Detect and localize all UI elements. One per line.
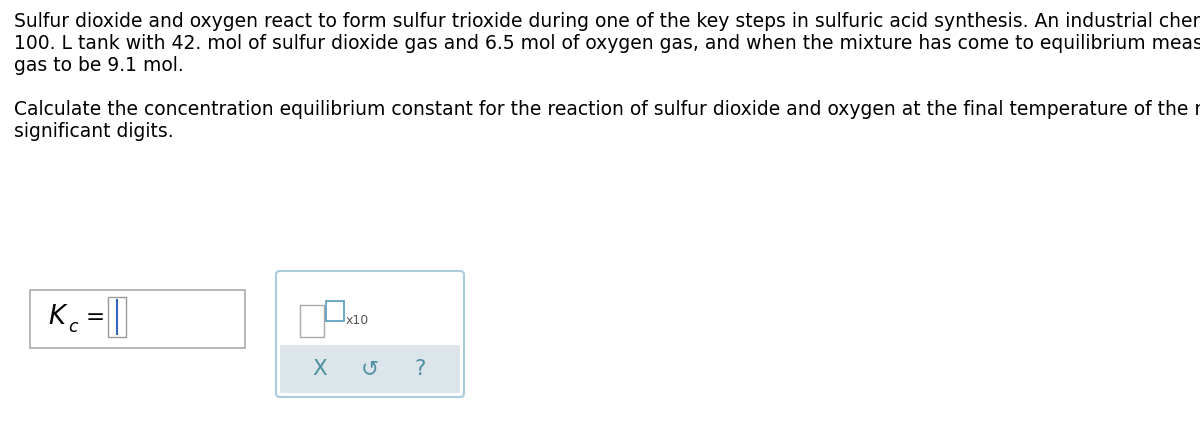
Text: X: X (312, 359, 326, 379)
Text: $\mathit{c}$: $\mathit{c}$ (68, 318, 79, 336)
Text: 100. L tank with 42. mol of sulfur dioxide gas and 6.5 mol of oxygen gas, and wh: 100. L tank with 42. mol of sulfur dioxi… (14, 34, 1200, 53)
FancyBboxPatch shape (300, 305, 324, 337)
FancyBboxPatch shape (280, 345, 460, 393)
Text: significant digits.: significant digits. (14, 122, 174, 141)
Text: gas to be 9.1 mol.: gas to be 9.1 mol. (14, 56, 184, 75)
Text: Sulfur dioxide and oxygen react to form sulfur trioxide during one of the key st: Sulfur dioxide and oxygen react to form … (14, 12, 1200, 31)
FancyBboxPatch shape (108, 297, 126, 337)
FancyBboxPatch shape (326, 301, 344, 321)
FancyBboxPatch shape (30, 290, 245, 348)
FancyBboxPatch shape (276, 271, 464, 397)
Text: =: = (86, 305, 106, 328)
Text: x10: x10 (346, 314, 370, 327)
Text: $\mathit{K}$: $\mathit{K}$ (48, 304, 68, 330)
Text: ?: ? (415, 359, 426, 379)
Text: ↺: ↺ (361, 359, 379, 379)
Text: Calculate the concentration equilibrium constant for the reaction of sulfur diox: Calculate the concentration equilibrium … (14, 100, 1200, 119)
